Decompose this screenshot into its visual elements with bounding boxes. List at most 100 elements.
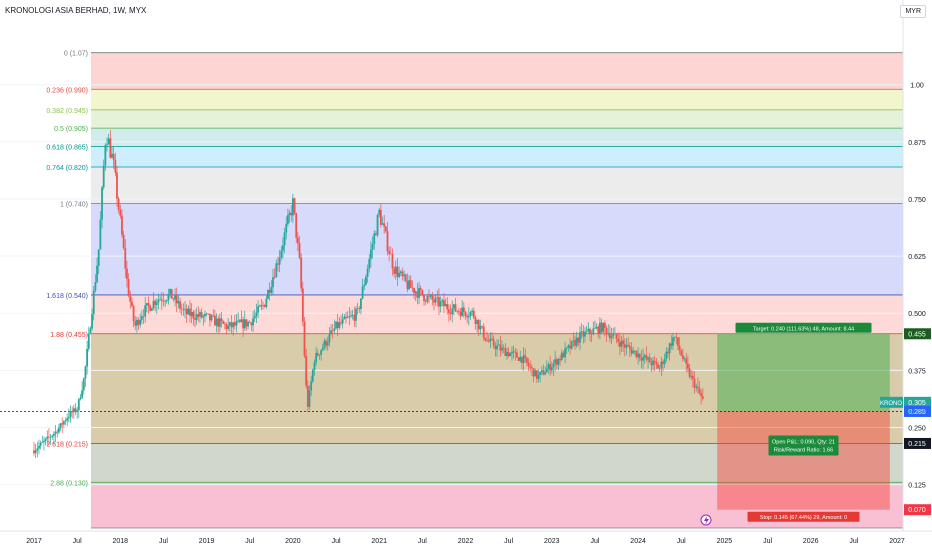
candle-body (159, 299, 162, 301)
candle-body (534, 370, 537, 377)
candle-body (409, 280, 412, 288)
candle-body (315, 352, 318, 363)
fib-level-label: 0 (1.07) (64, 51, 88, 58)
candle-body (142, 316, 145, 317)
position-pnl-bg (768, 435, 839, 456)
candle-body (331, 330, 334, 332)
candle-body (157, 299, 160, 303)
candle-body (466, 315, 469, 318)
candle-body (696, 386, 699, 389)
candle-body (484, 337, 487, 341)
candle-body (207, 313, 210, 315)
candle-body (67, 416, 70, 419)
fib-level-label: 0.5 (0.905) (54, 126, 88, 133)
candle-body (91, 314, 93, 329)
candle-body (215, 318, 218, 326)
candle-body (77, 399, 80, 411)
price-label: 0.215 (908, 441, 926, 448)
fib-band (91, 203, 903, 295)
candle-body (240, 319, 243, 323)
candle-body (599, 322, 601, 334)
candle-body (62, 421, 65, 425)
candle-body (431, 295, 434, 301)
candle-body (486, 340, 488, 342)
candle-body (351, 314, 354, 316)
symbol-tag: KRONO (880, 401, 902, 407)
candle-body (630, 348, 633, 354)
candle-body (469, 312, 472, 316)
candle-body (39, 442, 42, 446)
candle-body (308, 390, 311, 407)
candle-body (179, 301, 181, 309)
candle-body (218, 318, 221, 327)
candle-body (564, 348, 566, 358)
candle-body (491, 338, 493, 340)
candle-body (376, 214, 379, 236)
candle-body (232, 322, 235, 328)
position-profit-zone (717, 333, 890, 412)
candle-body (516, 352, 518, 358)
candle-body (257, 306, 259, 313)
candle-body (535, 370, 538, 379)
position-target-label-bg (735, 322, 872, 333)
price-label: 0.070 (908, 507, 926, 514)
price-label: 0.285 (908, 409, 926, 416)
x-tick-label: Jul (245, 538, 254, 545)
candle-body (311, 369, 314, 382)
candle-body (381, 223, 384, 225)
candle-body (612, 334, 615, 337)
candle-body (574, 340, 576, 346)
candle-body (287, 214, 289, 224)
candle-body (258, 306, 261, 307)
candle-body (184, 308, 186, 310)
candle-body (434, 297, 437, 303)
candle-body (653, 360, 656, 363)
candle-body (482, 326, 485, 338)
candle-body (569, 345, 571, 349)
candle-body (280, 250, 283, 258)
candle-body (462, 307, 465, 312)
candle-body (698, 388, 701, 394)
x-tick-label: Jul (332, 538, 341, 545)
candle-body (74, 408, 77, 412)
candle-body (662, 361, 664, 365)
candle-body (92, 290, 95, 315)
candle-body (71, 411, 74, 413)
candle-body (335, 321, 337, 329)
candle-body (341, 319, 344, 324)
candle-body (117, 198, 120, 210)
candle-body (394, 266, 397, 274)
candle-body (386, 231, 389, 252)
candle-body (112, 153, 115, 160)
price-label-bg (904, 396, 931, 408)
candle-body (557, 359, 560, 365)
candle-body (140, 316, 143, 320)
currency-button[interactable]: MYR (900, 5, 926, 18)
candle-body (248, 322, 251, 323)
position-stop-label-bg (747, 511, 860, 522)
candle-body (328, 334, 331, 343)
x-tick-label: Jul (677, 538, 686, 545)
candle-body (419, 287, 422, 290)
candle-body (471, 310, 474, 313)
y-tick-label: 0.500 (908, 311, 926, 318)
candle-body (137, 319, 140, 325)
price-axis-bg (903, 0, 932, 550)
candle-body (428, 296, 430, 297)
x-tick-label: 2027 (889, 538, 905, 545)
candle-body (72, 408, 75, 413)
x-tick-label: 2025 (717, 538, 733, 545)
candle-body (479, 326, 482, 330)
candle-body (446, 304, 449, 310)
candle-body (228, 322, 231, 326)
candle-body (38, 445, 40, 449)
candle-body (517, 357, 520, 361)
candle-body (476, 319, 479, 324)
candle-body (554, 359, 557, 364)
candle-body (145, 303, 148, 306)
candle-body (298, 243, 301, 258)
candle-body (172, 298, 175, 300)
candle-body (59, 423, 62, 428)
candle-body (496, 345, 498, 350)
